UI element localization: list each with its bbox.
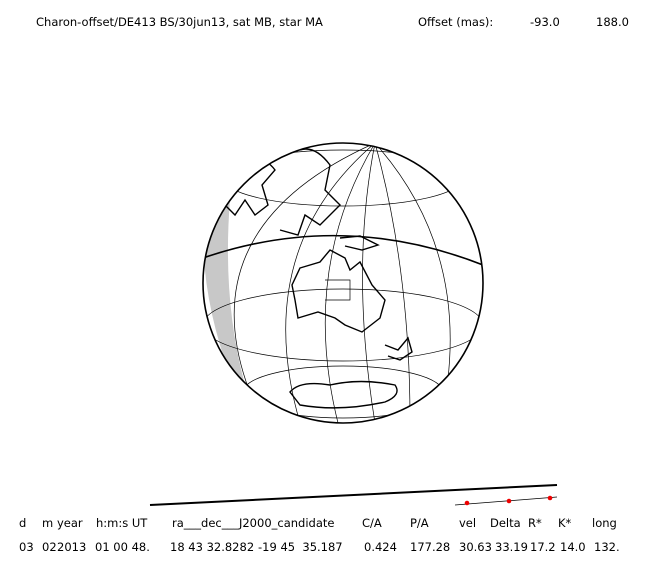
column-header: R* xyxy=(528,516,542,530)
column-header: Delta xyxy=(490,516,521,530)
table-header: d m year h:m:s UT ra___dec___J2000_candi… xyxy=(19,516,617,530)
column-header: P/A xyxy=(410,516,429,530)
offset-value: -93.0 xyxy=(530,15,560,29)
cell: -19 45 35.187 xyxy=(258,540,343,554)
globe xyxy=(202,142,484,424)
offset-value: 188.0 xyxy=(596,15,629,29)
title: Charon-offset/DE413 BS/30jun13, sat MB, … xyxy=(36,15,323,29)
cell: 132. xyxy=(594,540,620,554)
cell: 18 43 32.8282 xyxy=(170,540,254,554)
table-row: 03 02 2013 01 00 48. 18 43 32.8282 -19 4… xyxy=(19,540,620,554)
column-header: vel xyxy=(459,516,476,530)
column-header: h:m:s UT xyxy=(96,516,148,530)
cell: 33.19 xyxy=(495,540,528,554)
column-header: C/A xyxy=(362,516,382,530)
column-header: d xyxy=(19,516,26,530)
cell: 01 00 48. xyxy=(95,540,150,554)
track xyxy=(149,484,558,506)
cell: 14.0 xyxy=(560,540,586,554)
column-header: K* xyxy=(558,516,572,530)
cell: 177.28 xyxy=(410,540,450,554)
column-header: year xyxy=(57,516,83,530)
cell: 03 xyxy=(19,540,34,554)
cell: 0.424 xyxy=(364,540,397,554)
cell: 02 xyxy=(42,540,57,554)
cell: 17.2 xyxy=(530,540,556,554)
column-header: long xyxy=(592,516,617,530)
cell: 2013 xyxy=(57,540,86,554)
cell: 30.63 xyxy=(459,540,492,554)
column-header: ra___dec___J2000_candidate xyxy=(172,516,334,530)
offset-label: Offset (mas): xyxy=(418,15,493,29)
column-header: m xyxy=(42,516,53,530)
